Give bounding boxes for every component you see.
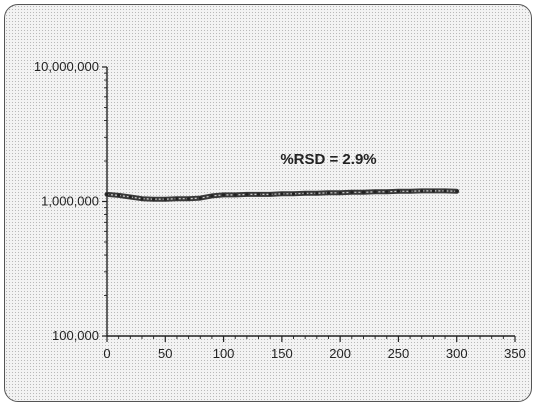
- data-point: [373, 190, 377, 194]
- data-point: [163, 197, 167, 201]
- data-point: [245, 192, 249, 196]
- data-point: [128, 195, 132, 199]
- data-point: [385, 190, 389, 194]
- data-point: [443, 189, 447, 193]
- data-point: [315, 191, 319, 195]
- data-point: [233, 193, 237, 197]
- data-point: [326, 191, 331, 195]
- x-tick-label: 300: [446, 346, 468, 361]
- data-point: [222, 193, 226, 197]
- data-point: [361, 190, 366, 194]
- data-point: [175, 197, 179, 201]
- data-point: [117, 193, 121, 197]
- data-point: [455, 189, 459, 193]
- x-tick-label: 200: [329, 346, 351, 361]
- x-tick-label: 350: [504, 346, 526, 361]
- data-point: [105, 192, 109, 196]
- y-tick-label: 10,000,000: [34, 59, 99, 74]
- data-point: [198, 196, 202, 200]
- data-point: [280, 192, 284, 196]
- data-point: [338, 191, 342, 195]
- data-point: [303, 191, 307, 195]
- data-point: [291, 192, 296, 196]
- data-point: [268, 192, 272, 196]
- x-tick-label: 250: [388, 346, 410, 361]
- chart-frame: [4, 4, 532, 402]
- data-point: [408, 189, 412, 193]
- y-tick-label: 100,000: [52, 328, 99, 343]
- data-point: [140, 197, 144, 201]
- data-point: [187, 197, 191, 201]
- data-point: [350, 190, 354, 194]
- data-point: [210, 194, 214, 198]
- tick-labels: 100,000 1,000,000 10,000,000 0 50 100 150 200 25…: [34, 59, 526, 361]
- ticks: [102, 66, 516, 342]
- data-point: [396, 189, 400, 193]
- data-point: [152, 197, 156, 201]
- data-point: [256, 192, 261, 196]
- data-point: [420, 189, 424, 193]
- x-tick-label: 150: [271, 346, 293, 361]
- data-point: [431, 189, 435, 193]
- x-tick-label: 100: [213, 346, 235, 361]
- rsd-annotation: %RSD = 2.9%: [280, 151, 376, 168]
- y-tick-label: 1,000,000: [41, 194, 99, 209]
- series-layer: [104, 188, 460, 202]
- x-tick-label: 0: [103, 346, 110, 361]
- x-tick-label: 50: [158, 346, 172, 361]
